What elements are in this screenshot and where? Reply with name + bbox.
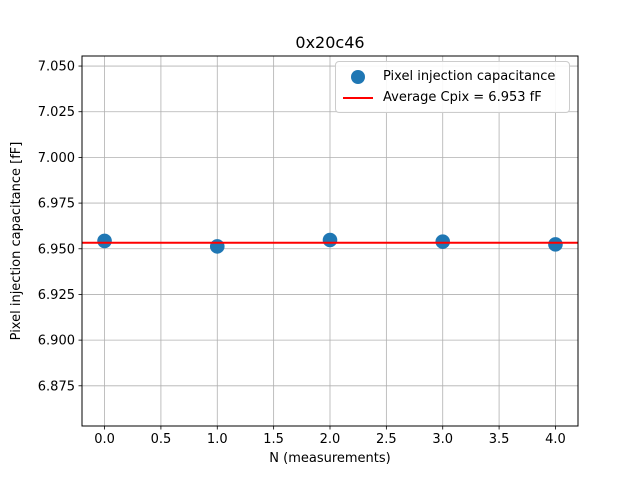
x-tick-label: 1.5 <box>263 432 284 447</box>
x-tick-label: 0.0 <box>94 432 115 447</box>
y-tick-label: 6.900 <box>38 334 75 349</box>
y-tick-label: 7.025 <box>38 105 75 120</box>
legend-entry-average: Average Cpix = 6.953 fF <box>342 87 563 108</box>
data-point <box>97 233 112 249</box>
y-tick-label: 6.950 <box>38 242 75 257</box>
average-line-icon <box>343 96 373 99</box>
plot-border <box>81 55 579 427</box>
y-axis-label: Pixel injection capacitance [fF] <box>9 142 24 341</box>
y-tick-label: 6.975 <box>38 197 75 212</box>
legend-handle <box>342 69 374 84</box>
x-tick-label: 3.0 <box>432 432 453 447</box>
x-tick-label: 2.5 <box>376 432 397 447</box>
data-point <box>209 239 225 254</box>
x-tick-label: 4.0 <box>545 432 566 447</box>
x-tick-label: 0.5 <box>151 432 172 447</box>
x-tick-label: 1.0 <box>207 432 228 447</box>
legend: Pixel injection capacitance Average Cpix… <box>335 61 570 113</box>
data-point <box>322 232 338 248</box>
data-point <box>548 237 563 252</box>
y-tick-label: 6.875 <box>38 379 75 394</box>
chart-title: 0x20c46 <box>295 33 364 52</box>
y-tick-label: 7.050 <box>38 60 75 75</box>
x-tick-label: 2.0 <box>320 432 341 447</box>
data-point <box>435 234 451 249</box>
y-tick-label: 7.000 <box>38 151 75 166</box>
x-tick-label: 3.5 <box>489 432 510 447</box>
scatter-marker-icon <box>351 69 365 84</box>
legend-label-average: Average Cpix = 6.953 fF <box>383 90 542 105</box>
legend-handle <box>342 96 374 99</box>
legend-label-scatter: Pixel injection capacitance <box>383 69 556 84</box>
legend-entry-scatter: Pixel injection capacitance <box>342 66 563 87</box>
x-axis-label: N (measurements) <box>269 451 390 466</box>
y-tick-label: 6.925 <box>38 288 75 303</box>
